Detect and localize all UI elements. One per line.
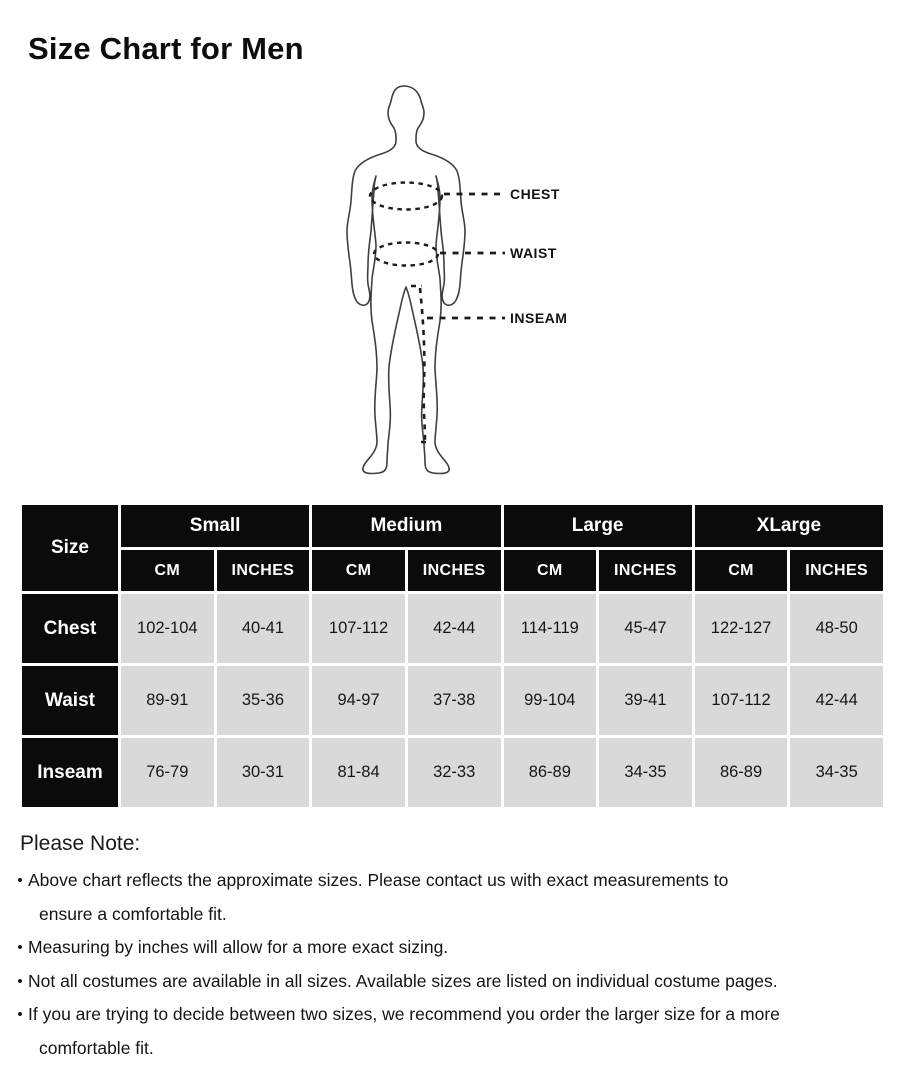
unit-header-cm: CM	[121, 550, 214, 591]
size-group-large: Large	[503, 505, 692, 547]
chest-measure-ellipse	[368, 181, 444, 211]
note-item-between-sizes: • If you are trying to decide between tw…	[12, 998, 898, 1065]
unit-header-cm: CM	[312, 550, 405, 591]
waist-large-inches: 39-41	[599, 666, 692, 735]
inseam-large-inches: 34-35	[599, 738, 692, 807]
note-text: If you are trying to decide between two …	[28, 1004, 780, 1024]
chest-label: CHEST	[510, 186, 560, 202]
chest-xlarge-inches: 48-50	[790, 594, 883, 663]
chest-xlarge-cm: 122-127	[694, 594, 788, 663]
unit-header-inches: INCHES	[599, 550, 692, 591]
body-measurement-diagram: CHEST WAIST INSEAM	[300, 80, 620, 490]
unit-header-inches: INCHES	[216, 550, 310, 591]
page-title: Size Chart for Men	[28, 30, 304, 66]
inseam-measure-line	[411, 284, 427, 444]
note-text: Measuring by inches will allow for a mor…	[28, 937, 449, 957]
bullet-icon: •	[17, 1006, 23, 1023]
size-group-xlarge: XLarge	[694, 505, 883, 547]
unit-header-inches: INCHES	[790, 550, 883, 591]
note-text: Above chart reflects the approximate siz…	[28, 870, 729, 890]
chest-medium-cm: 107-112	[312, 594, 405, 663]
body-outline	[346, 85, 466, 475]
waist-medium-inches: 37-38	[407, 666, 501, 735]
inseam-medium-inches: 32-33	[407, 738, 501, 807]
note-text: comfortable fit.	[39, 1037, 154, 1058]
unit-header-cm: CM	[503, 550, 597, 591]
inseam-small-cm: 76-79	[121, 738, 214, 807]
waist-label: WAIST	[510, 245, 557, 261]
row-label-chest: Chest	[22, 594, 118, 663]
inseam-xlarge-cm: 86-89	[694, 738, 788, 807]
please-note-section: Please Note: • Above chart reflects the …	[12, 832, 898, 1065]
size-group-header-row: Size Small Medium Large XLarge	[22, 505, 883, 591]
size-group-medium: Medium	[312, 505, 501, 547]
chest-large-cm: 114-119	[503, 594, 597, 663]
table-row-chest: Chest 102-104 40-41 107-112 42-44 114-11…	[22, 594, 883, 663]
inseam-label: INSEAM	[510, 310, 567, 326]
unit-header-inches: INCHES	[407, 550, 501, 591]
waist-xlarge-inches: 42-44	[790, 666, 883, 735]
unit-header-cm: CM	[694, 550, 788, 591]
row-label-waist: Waist	[22, 666, 118, 735]
note-item-approximate-sizes: • Above chart reflects the approximate s…	[12, 864, 898, 931]
unit-header-row: CM INCHES CM INCHES CM INCHES CM INCHES	[22, 550, 883, 591]
note-item-availability: • Not all costumes are available in all …	[12, 965, 898, 999]
waist-small-inches: 35-36	[216, 666, 310, 735]
inseam-large-cm: 86-89	[503, 738, 597, 807]
bullet-icon: •	[17, 972, 23, 990]
waist-measure-ellipse	[372, 241, 440, 267]
bullet-icon: •	[17, 872, 23, 889]
inseam-medium-cm: 81-84	[312, 738, 405, 807]
table-row-waist: Waist 89-91 35-36 94-97 37-38 99-104 39-…	[22, 666, 883, 735]
bullet-icon: •	[17, 939, 23, 956]
note-text: Not all costumes are available in all si…	[28, 970, 778, 991]
waist-small-cm: 89-91	[121, 666, 214, 735]
chest-small-cm: 102-104	[121, 594, 214, 663]
waist-medium-cm: 94-97	[312, 666, 405, 735]
inseam-xlarge-inches: 34-35	[790, 738, 883, 807]
size-corner-header: Size	[22, 505, 118, 591]
chest-large-inches: 45-47	[599, 594, 692, 663]
chest-small-inches: 40-41	[216, 594, 310, 663]
chest-medium-inches: 42-44	[407, 594, 501, 663]
size-group-small: Small	[121, 505, 310, 547]
notes-heading: Please Note:	[20, 832, 141, 855]
note-text: ensure a comfortable fit.	[39, 903, 227, 924]
size-chart-table: Size Small Medium Large XLarge CM INCHES…	[19, 502, 886, 810]
inseam-small-inches: 30-31	[216, 738, 310, 807]
waist-large-cm: 99-104	[503, 666, 597, 735]
note-item-measuring-inches: • Measuring by inches will allow for a m…	[12, 931, 898, 965]
row-label-inseam: Inseam	[22, 738, 118, 807]
table-row-inseam: Inseam 76-79 30-31 81-84 32-33 86-89 34-…	[22, 738, 883, 807]
waist-xlarge-cm: 107-112	[694, 666, 788, 735]
